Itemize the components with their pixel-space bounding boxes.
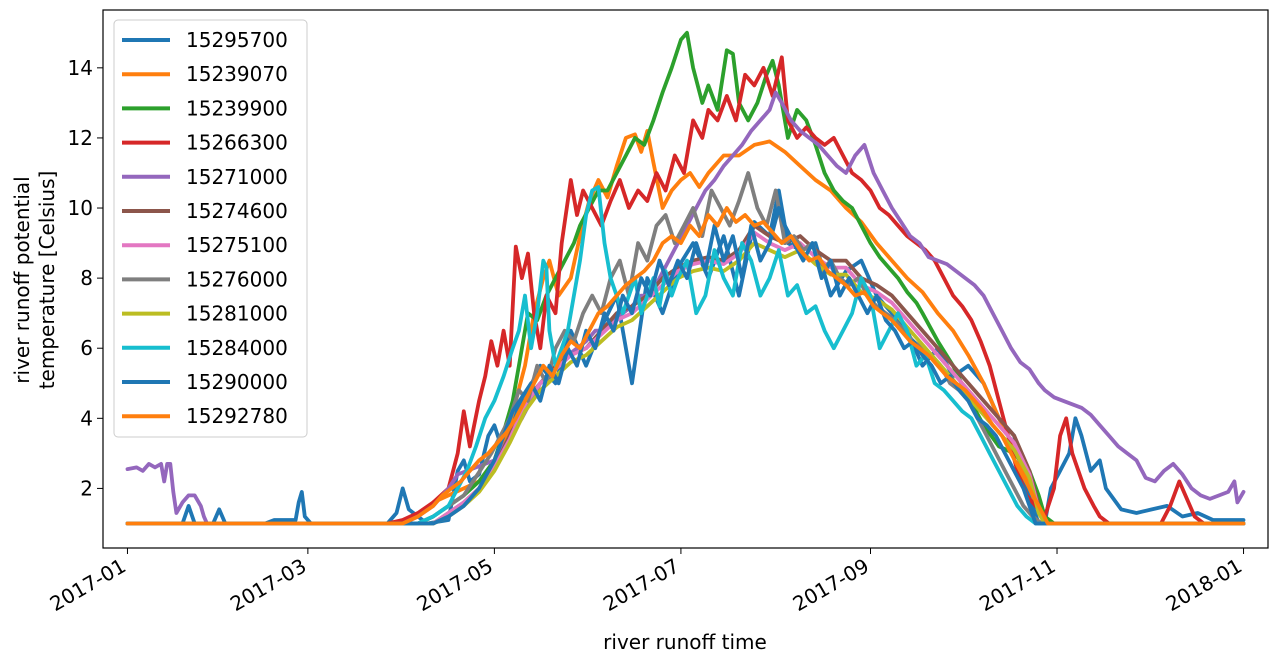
legend-label-15290000: 15290000: [186, 370, 288, 394]
y-tick-label: 6: [80, 336, 93, 360]
series-line-15292780: [125, 206, 1246, 526]
series-layer: [125, 30, 1246, 526]
y-axis: 2 4 6 8 10 12 14: [68, 56, 103, 500]
legend-label-15266300: 15266300: [186, 131, 288, 155]
x-axis-label: river runoff time: [603, 630, 767, 654]
legend-label-15276000: 15276000: [186, 267, 288, 291]
y-tick-label: 8: [80, 266, 93, 290]
series-line-15239900: [125, 30, 1246, 526]
y-tick-label: 12: [68, 126, 93, 150]
legend-label-15275100: 15275100: [186, 233, 288, 257]
plot-frame: [102, 9, 1269, 549]
legend-label-15239900: 15239900: [186, 96, 288, 120]
legend-label-15295700: 15295700: [186, 28, 288, 52]
legend-label-15239070: 15239070: [186, 62, 288, 86]
legend-label-15281000: 15281000: [186, 302, 288, 326]
y-tick-label: 14: [68, 56, 93, 80]
y-tick-label: 10: [68, 196, 93, 220]
legend-label-15292780: 15292780: [186, 404, 288, 428]
y-tick-label: 4: [80, 406, 93, 430]
legend-label-15284000: 15284000: [186, 336, 288, 360]
legend: 15295700 15239070 15239900 15266300 15271000…: [113, 19, 308, 438]
legend-label-15271000: 15271000: [186, 165, 288, 189]
y-axis-label-line-1: river runoff potential: [10, 176, 34, 383]
y-axis-label-line-2: temperature [Celsius]: [35, 171, 59, 390]
legend-label-15274600: 15274600: [186, 199, 288, 223]
legend-box: [113, 19, 308, 438]
y-tick-label: 2: [80, 476, 93, 500]
